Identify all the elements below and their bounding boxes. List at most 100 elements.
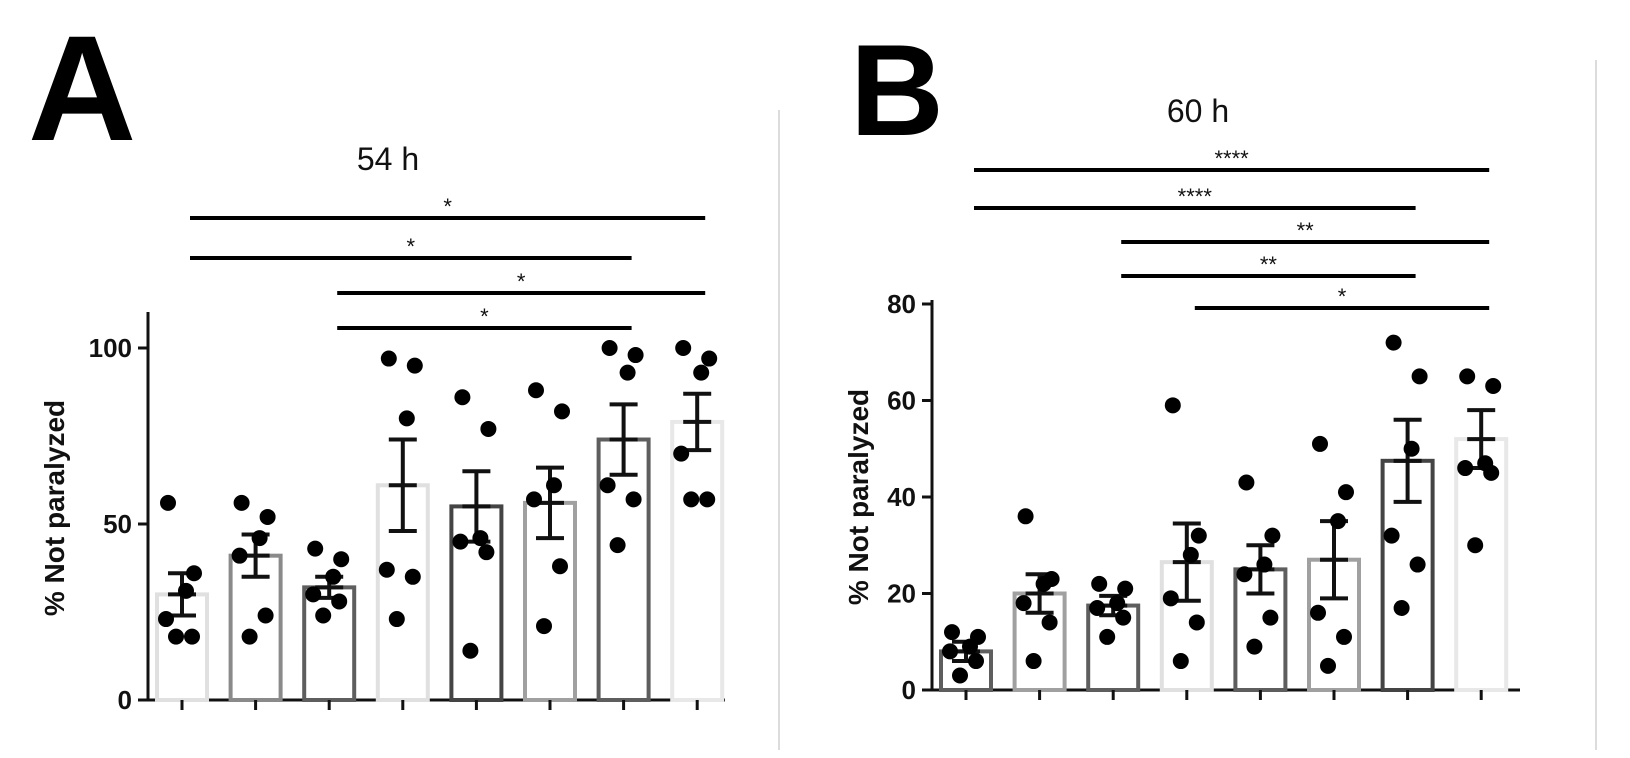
panel-a-data-point — [693, 364, 710, 381]
panel-a-significance-label: * — [407, 234, 416, 259]
panel-b-data-point — [1017, 508, 1034, 525]
panel-a-data-point — [378, 561, 395, 578]
panel-a-data-point — [480, 420, 497, 437]
panel-a-significance-label: * — [443, 194, 452, 219]
panel-a-y-tick-label: 0 — [118, 685, 132, 715]
panel-a-data-point — [526, 491, 542, 508]
panel-a-data-point — [699, 491, 716, 508]
panel-b-data-point — [1262, 609, 1279, 626]
panel-a-data-point — [186, 565, 202, 582]
panel-b-data-point — [1115, 609, 1132, 626]
panel-b-data-point — [1264, 527, 1281, 544]
panel-b-significance-label: **** — [1178, 184, 1213, 209]
panel-b-y-tick-label: 20 — [887, 579, 916, 609]
panel-a-data-point — [554, 403, 570, 420]
panel-b-data-point — [1336, 628, 1352, 645]
panel-a-data-point — [552, 558, 568, 575]
panel-b-data-point — [1312, 435, 1328, 452]
panel-a-data-point — [546, 477, 562, 494]
panel-b-data-point — [1238, 474, 1255, 491]
panel-a-divider — [778, 110, 780, 750]
panel-b-data-point — [1485, 378, 1502, 395]
panel-a-data-point — [452, 533, 469, 550]
panel-b-y-tick-label: 80 — [887, 289, 916, 319]
panel-b-data-point — [1483, 464, 1500, 481]
panel-b-data-point — [1467, 537, 1484, 554]
panel-a-y-axis-label: % Not paralyzed — [39, 400, 70, 616]
panel-a-data-point — [404, 568, 421, 585]
panel-b-data-point — [1117, 580, 1134, 597]
panel-a-data-point — [307, 540, 324, 557]
panel-a-data-point — [609, 537, 626, 554]
panel-b-data-point — [942, 643, 958, 660]
panel-b-data-point — [1041, 614, 1058, 631]
panel-a-data-point — [701, 350, 718, 367]
panel-b-data-point — [1109, 595, 1126, 612]
panel-b-data-point — [968, 653, 984, 670]
panel-b-data-point — [1457, 460, 1474, 477]
panel-a-y-tick-label: 100 — [89, 333, 132, 363]
panel-a-data-point — [231, 547, 248, 564]
panel-a-data-point — [619, 364, 636, 381]
panel-a-data-point — [325, 568, 342, 585]
panel-b-data-point — [1089, 599, 1106, 616]
panel-a-significance-label: * — [517, 269, 526, 294]
panel-a-data-point — [406, 357, 423, 374]
panel-b-significance-label: ** — [1297, 218, 1315, 243]
panel-b-data-point — [1330, 513, 1346, 530]
panel-b-data-point — [944, 624, 960, 641]
panel-a-data-point — [673, 445, 690, 462]
panel-a-letter: A — [28, 4, 136, 172]
panel-a-data-point — [315, 607, 332, 624]
panel-a-data-point — [528, 382, 544, 399]
panel-b-significance-label: **** — [1214, 146, 1249, 171]
panel-a-bar — [302, 585, 357, 702]
panel-a-data-point — [625, 491, 642, 508]
panel-b-data-point — [1099, 628, 1116, 645]
panel-b-data-point — [1035, 575, 1052, 592]
panel-a-significance-label: * — [480, 304, 489, 329]
panel-b-data-point — [1320, 657, 1336, 674]
panel-a-data-point — [158, 611, 174, 628]
panel-b-data-point — [1383, 527, 1400, 544]
panel-b-significance-label: * — [1338, 284, 1347, 309]
panel-b-y-tick-label: 60 — [887, 386, 916, 416]
panel-a-data-point — [454, 389, 471, 406]
panel-a-data-point — [627, 347, 644, 364]
panel-b-data-point — [1236, 566, 1253, 583]
panel-b-data-point — [1256, 556, 1273, 573]
panel-b-right-border — [1595, 60, 1597, 750]
panel-a-data-point — [536, 618, 552, 635]
panel-a-data-point — [388, 611, 405, 628]
panel-a-data-point — [259, 508, 276, 525]
panel-b-data-point — [1409, 556, 1426, 573]
panel-a-data-point — [398, 410, 415, 427]
panel-a-bar — [670, 419, 725, 702]
panel-a-data-point — [178, 582, 194, 599]
panel-b-data-point — [1188, 614, 1205, 631]
panel-a-data-point — [168, 628, 184, 645]
panel-a-data-point — [472, 530, 489, 547]
panel-a-data-point — [333, 551, 350, 568]
panel-b-data-point — [1182, 546, 1199, 563]
panel-b-significance-label: ** — [1260, 252, 1278, 277]
panel-b-data-point — [1172, 653, 1189, 670]
panel-a-data-point — [233, 494, 250, 511]
panel-a-data-point — [251, 530, 268, 547]
panel-a-data-point — [305, 586, 322, 603]
panel-b-y-tick-label: 40 — [887, 482, 916, 512]
panel-b-data-point — [962, 638, 978, 655]
panel-b-data-point — [1162, 590, 1179, 607]
panel-a-title: 54 h — [357, 141, 419, 177]
panel-a-data-point — [675, 340, 692, 356]
panel-a-data-point — [241, 628, 258, 645]
panel-b-data-point — [1015, 595, 1032, 612]
panel-b-data-point — [1403, 440, 1420, 457]
panel-b-data-point — [1025, 653, 1042, 670]
panel-b-data-point — [1164, 397, 1181, 414]
panel-b-data-point — [1385, 334, 1402, 351]
panel-a-data-point — [601, 340, 618, 356]
panel-a-y-tick-label: 50 — [103, 509, 132, 539]
panel-b-bar — [1454, 437, 1509, 692]
